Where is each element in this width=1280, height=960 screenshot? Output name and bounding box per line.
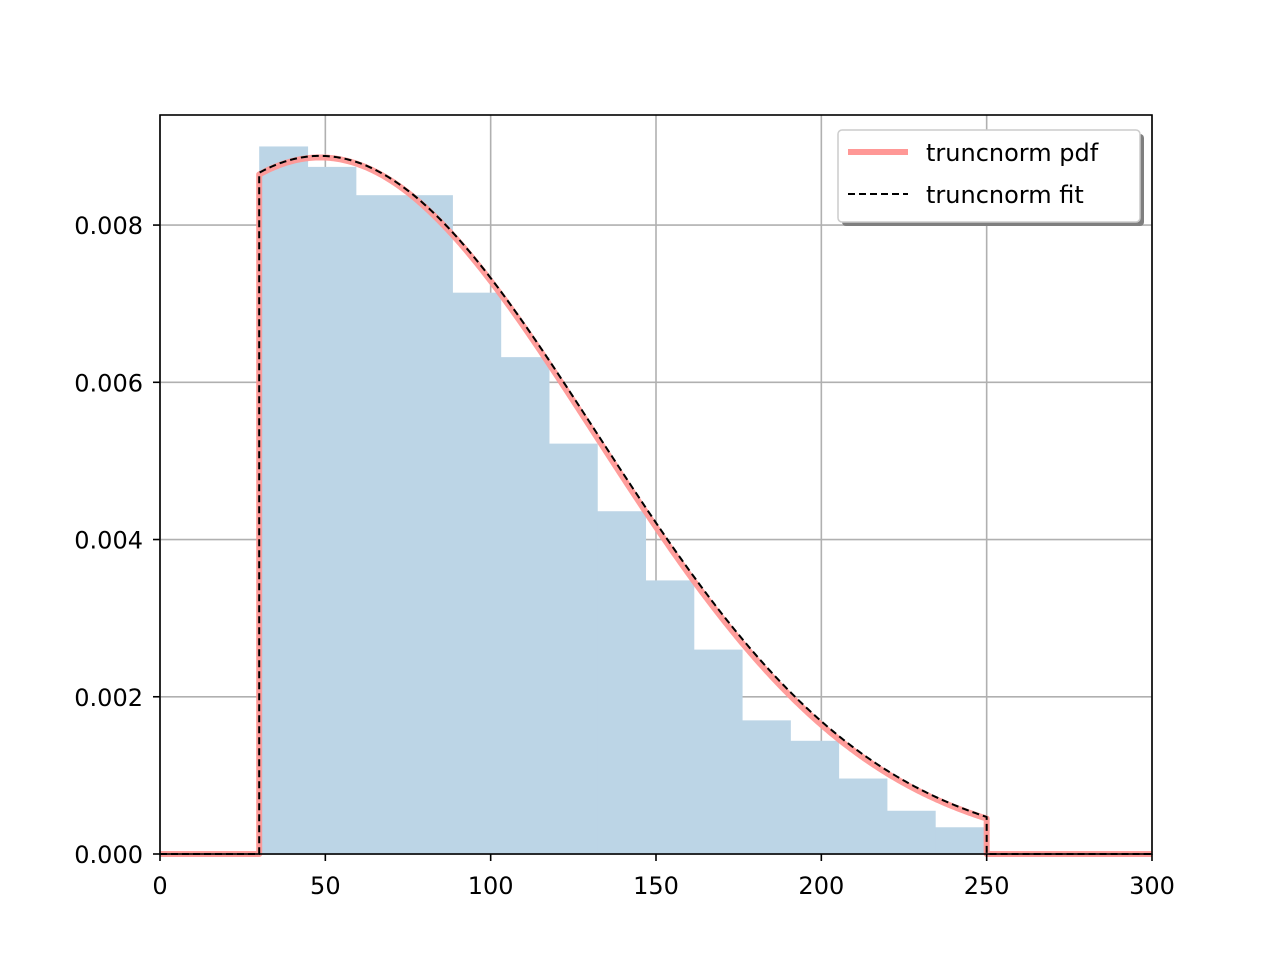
y-tick-label: 0.004 <box>74 527 143 555</box>
histogram-bar <box>645 580 695 854</box>
histogram-bar <box>548 443 598 854</box>
y-tick-label: 0.006 <box>74 369 143 397</box>
line-truncnorm-pdf <box>160 154 1152 857</box>
x-tick-label: 250 <box>964 872 1010 900</box>
histogram-bar <box>259 146 309 855</box>
histogram-bar <box>404 195 453 855</box>
histogram-bar <box>790 740 840 854</box>
y-tick-label: 0.000 <box>74 841 143 869</box>
x-tick-label: 150 <box>633 872 679 900</box>
legend-label-truncnorm-fit: truncnorm fit <box>926 181 1084 209</box>
histogram-bar <box>500 357 550 854</box>
y-tick-label: 0.002 <box>74 684 143 712</box>
series-lines <box>160 154 1152 857</box>
histogram-bar <box>355 195 405 855</box>
x-tick-label: 300 <box>1129 872 1175 900</box>
axis-ticks: 0 50 100 150 200 250 300 0.000 0.002 0.004 0.006 0.… <box>74 212 1175 900</box>
histogram-bar <box>741 720 791 854</box>
legend-label-truncnorm-pdf: truncnorm pdf <box>926 139 1099 167</box>
histogram-bar <box>838 778 888 854</box>
line-truncnorm-fit <box>160 154 1152 855</box>
histogram-bar <box>693 649 743 854</box>
y-tick-label: 0.008 <box>74 212 143 240</box>
histogram-bar <box>452 292 502 855</box>
histogram-bar <box>597 511 647 854</box>
x-tick-label: 50 <box>310 872 341 900</box>
x-tick-label: 0 <box>152 872 167 900</box>
histogram-bar <box>935 827 984 854</box>
x-tick-label: 200 <box>798 872 844 900</box>
x-tick-label: 100 <box>468 872 514 900</box>
histogram-bar <box>886 810 936 854</box>
histogram-bars <box>259 146 984 855</box>
legend: truncnorm pdf truncnorm fit <box>837 129 1144 226</box>
legend-box <box>837 129 1141 223</box>
histogram-bar <box>307 166 357 855</box>
